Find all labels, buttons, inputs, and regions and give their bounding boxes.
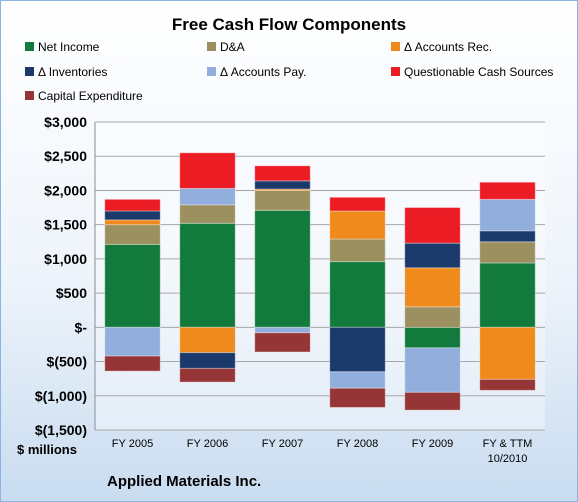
bar-segment [104,224,161,246]
bar-segment [479,241,536,264]
legend-label: Δ Inventories [38,65,108,79]
legend-label: Δ Accounts Pay. [220,65,307,79]
bar-segment [329,196,386,212]
bar-segment [254,180,311,190]
bar-segment [404,347,461,393]
legend-label: D&A [220,40,245,54]
unit-label: $ millions [17,442,77,457]
bar-segment [404,326,461,349]
bar-segment [329,371,386,389]
company-name: Applied Materials Inc. [107,473,262,490]
x-tick-label: FY 2008 [337,438,378,450]
bar-segment [479,326,536,380]
bar-segment [404,267,461,308]
bar-segment [479,262,536,328]
legend-item-accounts-pay: Δ Accounts Pay. [207,65,307,79]
bar-segment [329,326,386,373]
y-tick-label: $500 [56,285,87,301]
legend-label: Capital Expenditure [38,89,143,103]
bar-segment [179,352,236,369]
y-tick-label: $(1,500) [35,422,87,438]
bar-segment [254,165,311,182]
y-tick-label: $(1,000) [35,388,87,404]
bar-segment [104,355,161,372]
y-tick-label: $3,000 [44,114,87,130]
bar-segment [104,219,161,226]
y-tick-label: $- [75,319,88,335]
x-tick-label: FY 2006 [187,438,228,450]
legend-label: Δ Accounts Rec. [404,40,493,54]
legend-swatch [207,42,216,52]
bar-segment [179,204,236,224]
x-tick-label: FY 2009 [412,438,453,450]
legend-item-net-income: Net Income [25,40,99,54]
bar-segment [254,326,311,334]
y-tick-label: $1,500 [44,217,87,233]
bar-segment [254,332,311,353]
legend-label: Net Income [38,40,100,54]
bar-segment [179,187,236,206]
legend-swatch [391,67,400,77]
legend-swatch [25,91,34,101]
legend-swatch [25,67,34,77]
bar-segment [404,391,461,411]
bar-segment [329,210,386,240]
plot-area [95,122,545,430]
bar-segment [179,367,236,383]
bar-segment [104,210,161,221]
x-tick-label: 10/2010 [488,453,528,465]
bar-segment [179,152,236,189]
chart-title: Free Cash Flow Components [171,15,407,34]
bar-segment [479,181,536,200]
bar-segment [179,222,236,328]
legend-item-capex: Capital Expenditure [25,89,143,103]
bar-segment [404,207,461,244]
bar-segment [104,326,161,357]
y-tick-label: $2,500 [44,148,87,164]
y-tick-label: $2,000 [44,182,87,198]
bar-segment [404,306,461,328]
legend-item-questionable-cash: Questionable Cash Sources [391,65,553,79]
bar-segment [254,189,311,211]
y-tick-label: $(500) [47,354,87,370]
legend-label: Questionable Cash Sources [404,65,554,79]
legend-item-da: D&A [207,40,245,54]
legend-item-inventories: Δ Inventories [25,65,107,79]
bar-segment [479,198,536,232]
bar-segment [329,261,386,328]
bar-segment [404,242,461,269]
bar-segment [329,238,386,263]
bar-segment [329,387,386,408]
legend-swatch [25,42,34,52]
bar-segment [479,378,536,391]
bar-segment [254,209,311,328]
legend-swatch [391,42,400,52]
legend-swatch [207,67,216,77]
bar-segment [179,326,236,354]
bar-segment [104,198,161,212]
bar-segment [479,230,536,243]
x-tick-label: FY 2007 [262,438,303,450]
legend-item-accounts-rec: Δ Accounts Rec. [391,40,492,54]
bar-segment [104,244,161,328]
x-tick-label: FY 2005 [112,438,153,450]
x-tick-label: FY & TTM [483,438,533,450]
y-tick-label: $1,000 [44,251,87,267]
